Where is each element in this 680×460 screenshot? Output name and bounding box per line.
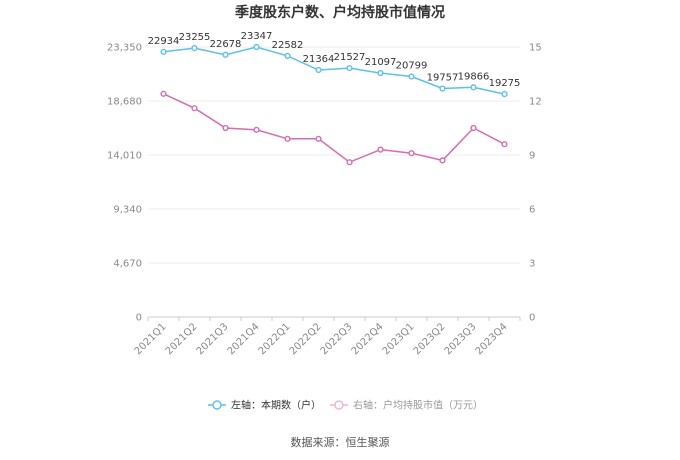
x-tick-label: 2023Q4 (474, 321, 510, 357)
data-label: 19757 (427, 73, 459, 84)
right-tick-label: 6 (529, 205, 535, 216)
legend-item-2: 右轴：户均持股市值（万元） (330, 399, 483, 412)
data-label: 22934 (148, 36, 180, 47)
left-tick-label: 14,010 (107, 151, 142, 162)
x-axis: 2021Q12021Q22021Q32021Q42022Q12022Q22022… (133, 317, 521, 357)
data-point (315, 135, 322, 142)
data-point (253, 43, 260, 51)
legend-swatch-marker (334, 400, 344, 410)
series-line (163, 46, 505, 95)
left-tick-label: 18,680 (107, 97, 142, 108)
legend: 左轴：本期数（户） 右轴：户均持股市值（万元） (208, 399, 483, 412)
data-point (501, 91, 508, 98)
data-point (191, 105, 198, 112)
data-point (160, 90, 167, 97)
x-tick-label: 2023Q1 (381, 321, 417, 357)
right-y-axis: 0 3 6 9 12 15 (529, 43, 542, 324)
data-point (222, 51, 229, 58)
data-point (408, 73, 415, 80)
x-tick-label: 2022Q2 (288, 321, 324, 357)
data-point (222, 124, 229, 132)
data-point (346, 159, 353, 166)
legend-label: 右轴：户均持股市值（万元） (353, 399, 483, 412)
data-label: 22582 (272, 40, 304, 51)
data-label: 22678 (210, 39, 242, 50)
data-point (160, 48, 167, 55)
data-point (439, 85, 446, 92)
right-tick-label: 0 (529, 313, 535, 324)
x-tick-label: 2021Q4 (226, 321, 262, 357)
legend-label: 左轴：本期数（户） (231, 399, 321, 412)
data-label: 23255 (179, 32, 211, 43)
data-point (346, 64, 353, 72)
data-label: 19866 (458, 71, 490, 82)
x-tick-label: 2021Q1 (133, 321, 169, 357)
data-point (439, 157, 446, 164)
x-tick-label: 2022Q4 (350, 321, 386, 357)
x-tick-label: 2022Q1 (257, 321, 293, 357)
chart-title: 季度股东户数、户均持股市值情况 (234, 4, 445, 21)
left-y-axis: 0 4,670 9,340 14,010 18,680 23,350 (107, 43, 142, 324)
left-tick-label: 23,350 (107, 43, 142, 54)
data-point (315, 66, 322, 74)
right-tick-label: 15 (529, 43, 542, 54)
legend-swatch-marker (212, 400, 222, 410)
x-tick-label: 2021Q3 (195, 321, 231, 357)
data-point (377, 146, 384, 153)
x-tick-label: 2021Q2 (164, 321, 200, 357)
data-label: 21527 (334, 52, 366, 63)
x-tick-label: 2023Q3 (443, 321, 479, 357)
series-2 (160, 90, 508, 166)
left-tick-label: 0 (136, 313, 142, 324)
data-source: 数据来源：恒生聚源 (291, 435, 390, 449)
x-tick-label: 2023Q2 (412, 321, 448, 357)
data-point (284, 135, 291, 142)
data-label: 23347 (241, 31, 273, 42)
data-point (377, 69, 384, 77)
data-label: 20799 (396, 60, 428, 71)
right-tick-label: 3 (529, 259, 535, 270)
data-point (284, 52, 291, 59)
data-label: 21364 (303, 54, 335, 65)
right-tick-label: 9 (529, 151, 535, 162)
data-point (408, 150, 415, 157)
x-tick-label: 2022Q3 (319, 321, 355, 357)
left-tick-label: 9,340 (113, 205, 142, 216)
legend-item-1: 左轴：本期数（户） (208, 399, 321, 412)
data-point (191, 44, 198, 52)
data-point (470, 124, 477, 132)
data-label: 21097 (365, 57, 397, 68)
series-line (163, 93, 505, 164)
right-tick-label: 12 (529, 97, 542, 108)
data-label: 19275 (489, 78, 521, 89)
data-point (470, 84, 477, 91)
data-point (253, 126, 260, 133)
left-tick-label: 4,670 (113, 259, 142, 270)
data-point (501, 141, 508, 148)
